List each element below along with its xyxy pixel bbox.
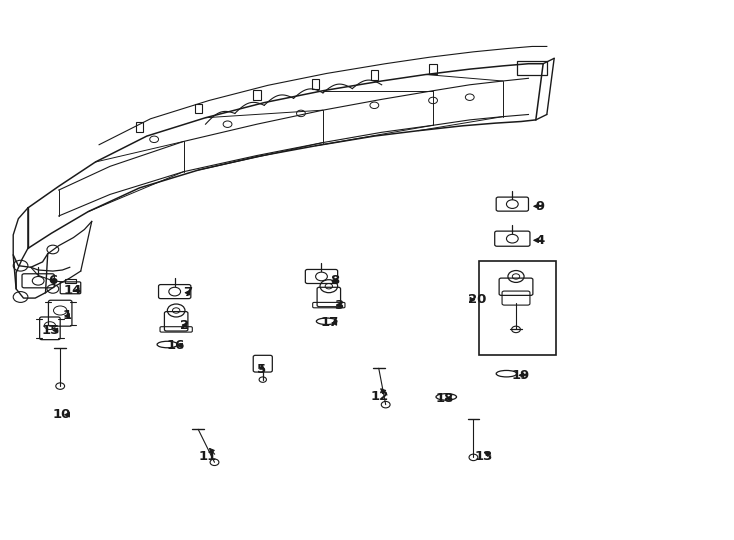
Bar bbox=[312, 79, 319, 89]
Bar bbox=[517, 61, 547, 75]
Text: 5: 5 bbox=[258, 363, 266, 376]
Bar bbox=[479, 261, 556, 355]
Bar bbox=[195, 104, 202, 113]
Text: 12: 12 bbox=[371, 390, 389, 403]
Text: 1: 1 bbox=[63, 309, 72, 322]
Text: 18: 18 bbox=[435, 392, 454, 405]
Text: 4: 4 bbox=[535, 234, 545, 247]
Bar bbox=[371, 70, 378, 80]
Text: 13: 13 bbox=[475, 450, 493, 463]
Text: 16: 16 bbox=[167, 339, 185, 352]
Text: 11: 11 bbox=[198, 450, 217, 463]
Text: 7: 7 bbox=[184, 286, 192, 299]
Text: 6: 6 bbox=[48, 274, 57, 287]
Bar bbox=[65, 279, 76, 283]
Text: 3: 3 bbox=[334, 299, 344, 312]
Bar bbox=[253, 90, 261, 100]
Bar bbox=[429, 64, 437, 74]
Text: 19: 19 bbox=[512, 369, 530, 382]
Text: 17: 17 bbox=[321, 316, 339, 329]
Text: 8: 8 bbox=[330, 274, 339, 287]
Bar bbox=[136, 122, 143, 132]
Text: 15: 15 bbox=[42, 324, 60, 337]
Text: 9: 9 bbox=[536, 200, 545, 213]
Text: 10: 10 bbox=[52, 408, 70, 421]
Text: 14: 14 bbox=[64, 284, 82, 297]
Text: 2: 2 bbox=[181, 319, 189, 332]
Text: 20: 20 bbox=[468, 293, 487, 306]
